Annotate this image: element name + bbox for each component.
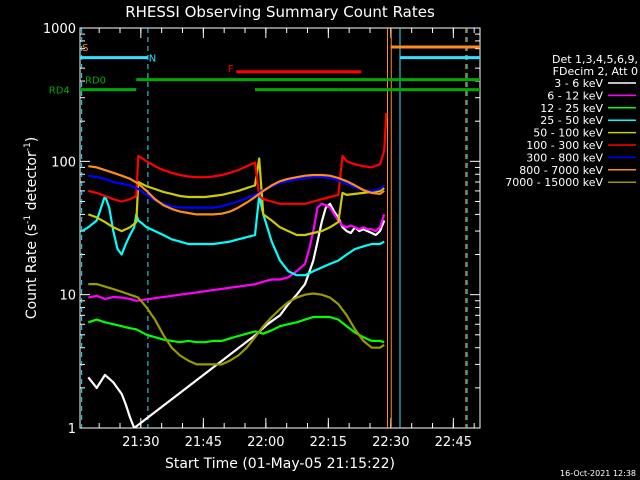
flag-label-f: F — [228, 64, 234, 75]
x-tick-label: 22:15 — [310, 435, 347, 450]
y-label-part: ) — [24, 137, 40, 142]
legend: Det 1,3,4,5,6,9,FDecim 2, Att 03 - 6 keV… — [505, 53, 638, 189]
y-label-part: -1 — [23, 142, 33, 151]
flag-label-s: S — [82, 43, 88, 54]
legend-entry-label: 12 - 25 keV — [540, 102, 603, 115]
x-tick-label: 22:00 — [247, 435, 284, 450]
x-axis-label: Start Time (01-May-05 21:15:22) — [165, 456, 395, 472]
legend-entry-label: 100 - 300 keV — [526, 139, 603, 152]
series-line-4 — [87, 157, 385, 237]
y-tick-label: 10 — [59, 289, 76, 304]
series-line-8 — [88, 283, 385, 366]
legend-header-line: Det 1,3,4,5,6,9, — [552, 53, 638, 66]
y-tick-label: 1 — [68, 422, 76, 437]
plot-frame — [79, 27, 481, 429]
flag-label-n: N — [149, 54, 156, 65]
series-line-6 — [88, 174, 385, 209]
generation-timestamp: 16-Oct-2021 12:38 — [560, 469, 636, 478]
y-label-part: Count Rate (s — [24, 224, 40, 319]
plot-area: 1 10 100 1000 21:30 21:45 22:00 22:15 22:30 22:45… — [43, 22, 481, 450]
series-line-5 — [88, 113, 388, 205]
series-line-7 — [88, 165, 385, 216]
series-line-2 — [87, 315, 385, 344]
x-tick-label: 21:45 — [185, 435, 222, 450]
legend-entry-label: 7000 - 15000 keV — [505, 176, 603, 189]
y-label-part: -1 — [23, 215, 33, 224]
legend-entry-label: 25 - 50 keV — [540, 114, 603, 127]
series-line-1 — [88, 202, 386, 302]
flag-label-rd4: RD4 — [49, 86, 70, 97]
series-line-0 — [87, 202, 386, 428]
legend-entry-label: 6 - 12 keV — [547, 89, 603, 102]
flag-label-rd0: RD0 — [85, 76, 106, 87]
x-tick-label: 21:30 — [122, 435, 159, 450]
plot-contents — [81, 28, 468, 428]
legend-entry-label: 3 - 6 keV — [554, 77, 603, 90]
x-tick-label: 22:45 — [435, 435, 472, 450]
x-tick-label: 22:30 — [372, 435, 409, 450]
y-tick-label: 100 — [51, 155, 76, 170]
legend-entry-label: 50 - 100 keV — [533, 127, 603, 140]
y-tick-label: 1000 — [43, 22, 76, 37]
series-line-3 — [81, 194, 385, 277]
y-label-part: detector — [24, 151, 40, 215]
legend-header-line: FDecim 2, Att 0 — [553, 65, 638, 78]
y-axis-label-text: Count Rate (s-1 detector-1) — [23, 137, 40, 319]
legend-entry-label: 800 - 7000 keV — [519, 164, 603, 177]
chart-title: RHESSI Observing Summary Count Rates — [125, 3, 435, 21]
y-axis-label: Count Rate (s-1 detector-1) — [23, 137, 40, 319]
legend-entry-label: 300 - 800 keV — [526, 151, 603, 164]
